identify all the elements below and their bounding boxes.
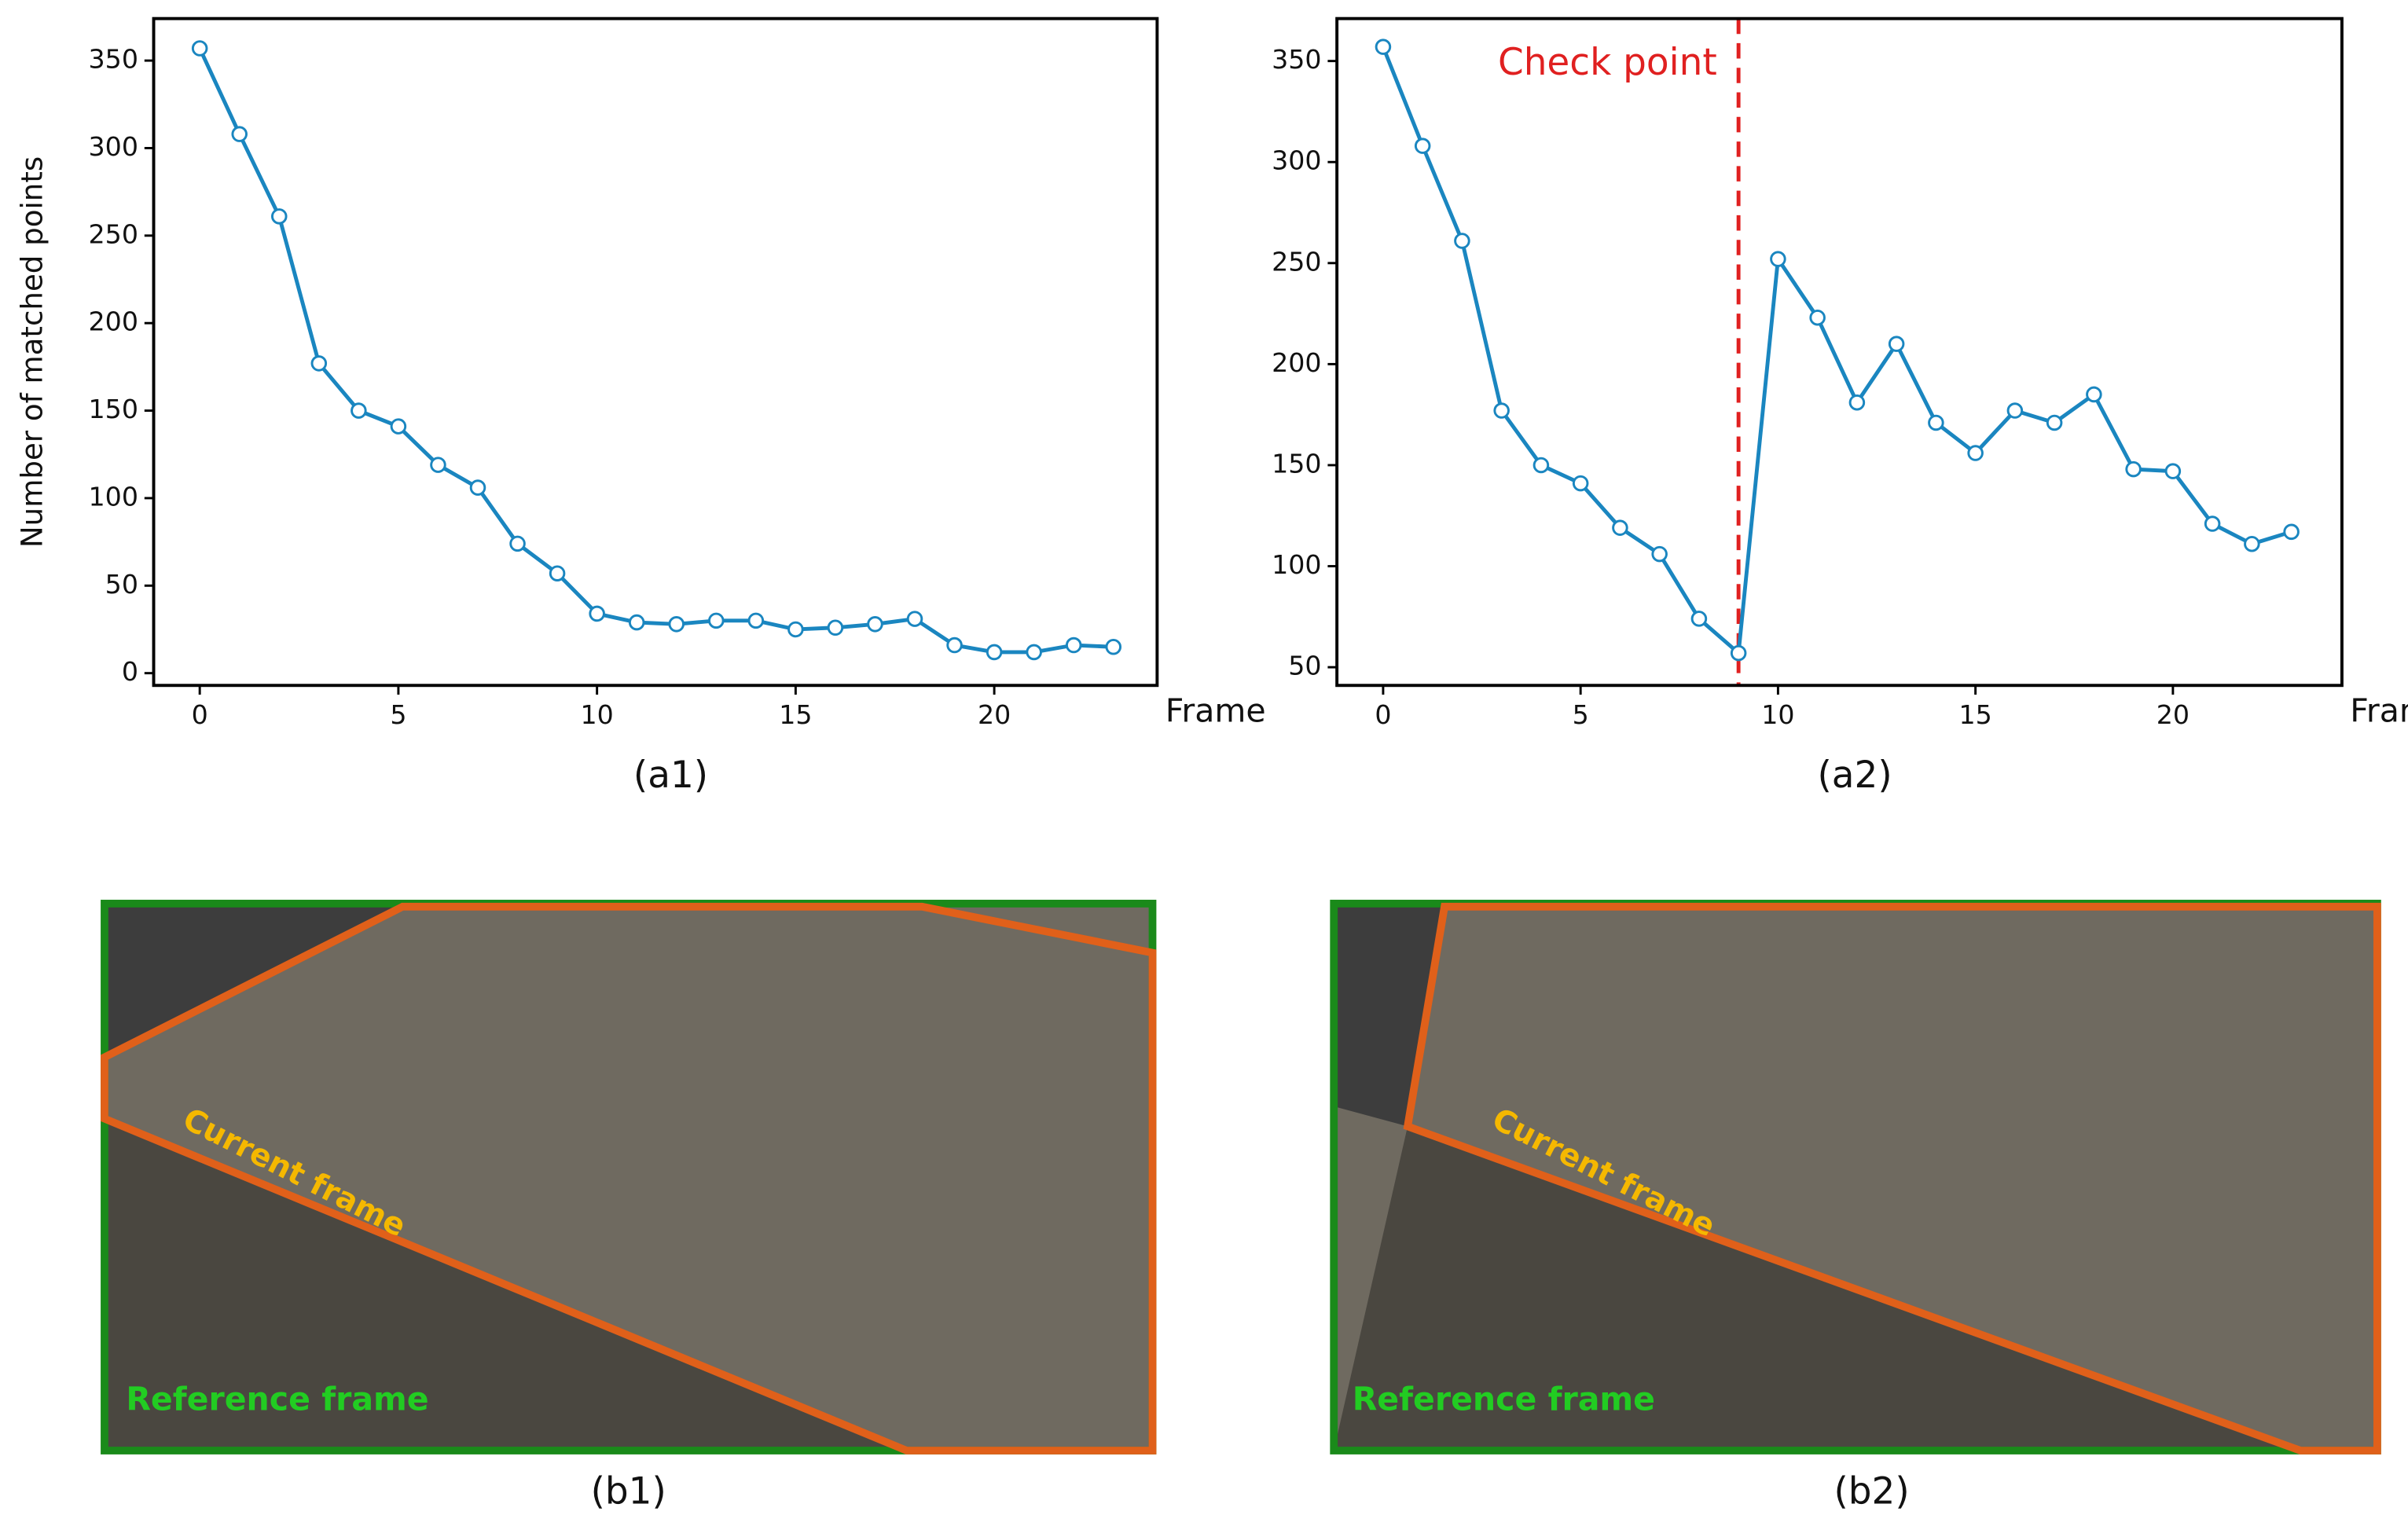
point <box>2006 402 2024 419</box>
y-tick-label: 300 <box>1272 145 1321 176</box>
point <box>668 616 685 633</box>
point <box>628 614 645 631</box>
point <box>2283 523 2300 541</box>
photo-b1: Current frame Reference frame (b1) <box>101 900 1157 1513</box>
point <box>1888 336 1905 352</box>
point <box>906 611 923 627</box>
point <box>1533 457 1550 474</box>
y-tick-label: 50 <box>1288 651 1321 681</box>
point <box>867 616 883 633</box>
plot-frame <box>152 17 1159 688</box>
reference-frame-label: Reference frame <box>126 1380 428 1418</box>
point <box>1612 519 1628 536</box>
point <box>1967 445 1984 461</box>
y-tick-label: 250 <box>1272 246 1321 277</box>
x-tick-label: 15 <box>1958 699 1991 730</box>
point <box>946 636 963 654</box>
point <box>310 355 328 372</box>
x-tick-label: 20 <box>2157 699 2190 730</box>
point <box>231 126 248 142</box>
caption: (b2) <box>1834 1469 1909 1513</box>
y-tick-label: 200 <box>89 306 138 337</box>
point <box>2046 414 2063 431</box>
point <box>747 612 765 629</box>
point <box>1651 545 1668 563</box>
x-tick-label: 15 <box>779 699 812 730</box>
x-tick-label: 0 <box>192 699 208 730</box>
series-line <box>1381 46 2292 658</box>
x-tick-label: 5 <box>1573 699 1589 730</box>
x-tick-label: 10 <box>1761 699 1794 730</box>
y-tick-label: 350 <box>1272 44 1321 75</box>
photo-b2: Current frame Reference frame (b2) <box>1330 900 2381 1513</box>
plot-frame <box>1335 17 2344 688</box>
reference-frame-label: Reference frame <box>1353 1380 1655 1418</box>
point <box>1809 309 1826 326</box>
y-tick-label: 100 <box>89 481 138 512</box>
caption: (a1) <box>633 754 708 797</box>
y-tick-label: 300 <box>89 131 138 162</box>
point <box>2204 515 2221 532</box>
point <box>1770 251 1786 267</box>
point <box>986 644 1003 661</box>
point <box>787 621 804 638</box>
x-tick-label: 20 <box>978 699 1011 730</box>
current-frame-border <box>1403 902 2381 1454</box>
point <box>351 402 367 419</box>
series-line <box>197 47 1114 655</box>
photo-region <box>1334 1126 2301 1451</box>
point <box>1375 39 1392 55</box>
y-tick-label: 150 <box>1272 448 1321 479</box>
point <box>1105 638 1122 655</box>
y-tick-label: 100 <box>1272 549 1321 580</box>
point <box>708 612 725 629</box>
point <box>1690 611 1708 627</box>
point <box>2164 463 2182 479</box>
point <box>1730 644 1747 662</box>
point <box>589 605 605 622</box>
current-frame-border <box>101 902 1157 1454</box>
point <box>430 457 446 473</box>
caption: (a2) <box>1817 754 1892 797</box>
point <box>191 40 208 57</box>
y-tick-label: 0 <box>122 656 138 687</box>
point <box>2125 460 2142 478</box>
y-tick-label: 250 <box>89 218 138 249</box>
check-label: Check point <box>1498 41 1717 84</box>
x-axis-label: Frame <box>1165 691 1266 729</box>
y-tick-label: 200 <box>1272 347 1321 378</box>
point <box>1026 644 1042 661</box>
x-tick-label: 10 <box>580 699 613 730</box>
point <box>1414 138 1431 154</box>
point <box>1454 233 1470 249</box>
point <box>390 418 407 435</box>
y-axis-label: Number of matched points <box>16 156 50 548</box>
point <box>1848 394 1866 411</box>
point <box>827 619 844 636</box>
point <box>469 479 486 496</box>
point <box>1928 414 1944 431</box>
x-axis-label: Frame <box>2350 691 2408 729</box>
point <box>509 535 526 552</box>
x-tick-label: 0 <box>1375 699 1391 730</box>
y-tick-label: 150 <box>89 394 138 424</box>
y-tick-label: 350 <box>89 44 138 75</box>
point <box>1572 475 1589 492</box>
y-tick-label: 50 <box>105 569 138 600</box>
caption: (b1) <box>591 1469 666 1513</box>
point <box>549 565 566 581</box>
x-tick-label: 5 <box>390 699 406 730</box>
point <box>2086 386 2102 403</box>
point <box>270 208 288 225</box>
point <box>1493 402 1510 419</box>
point <box>2244 535 2260 552</box>
point <box>1065 636 1082 654</box>
